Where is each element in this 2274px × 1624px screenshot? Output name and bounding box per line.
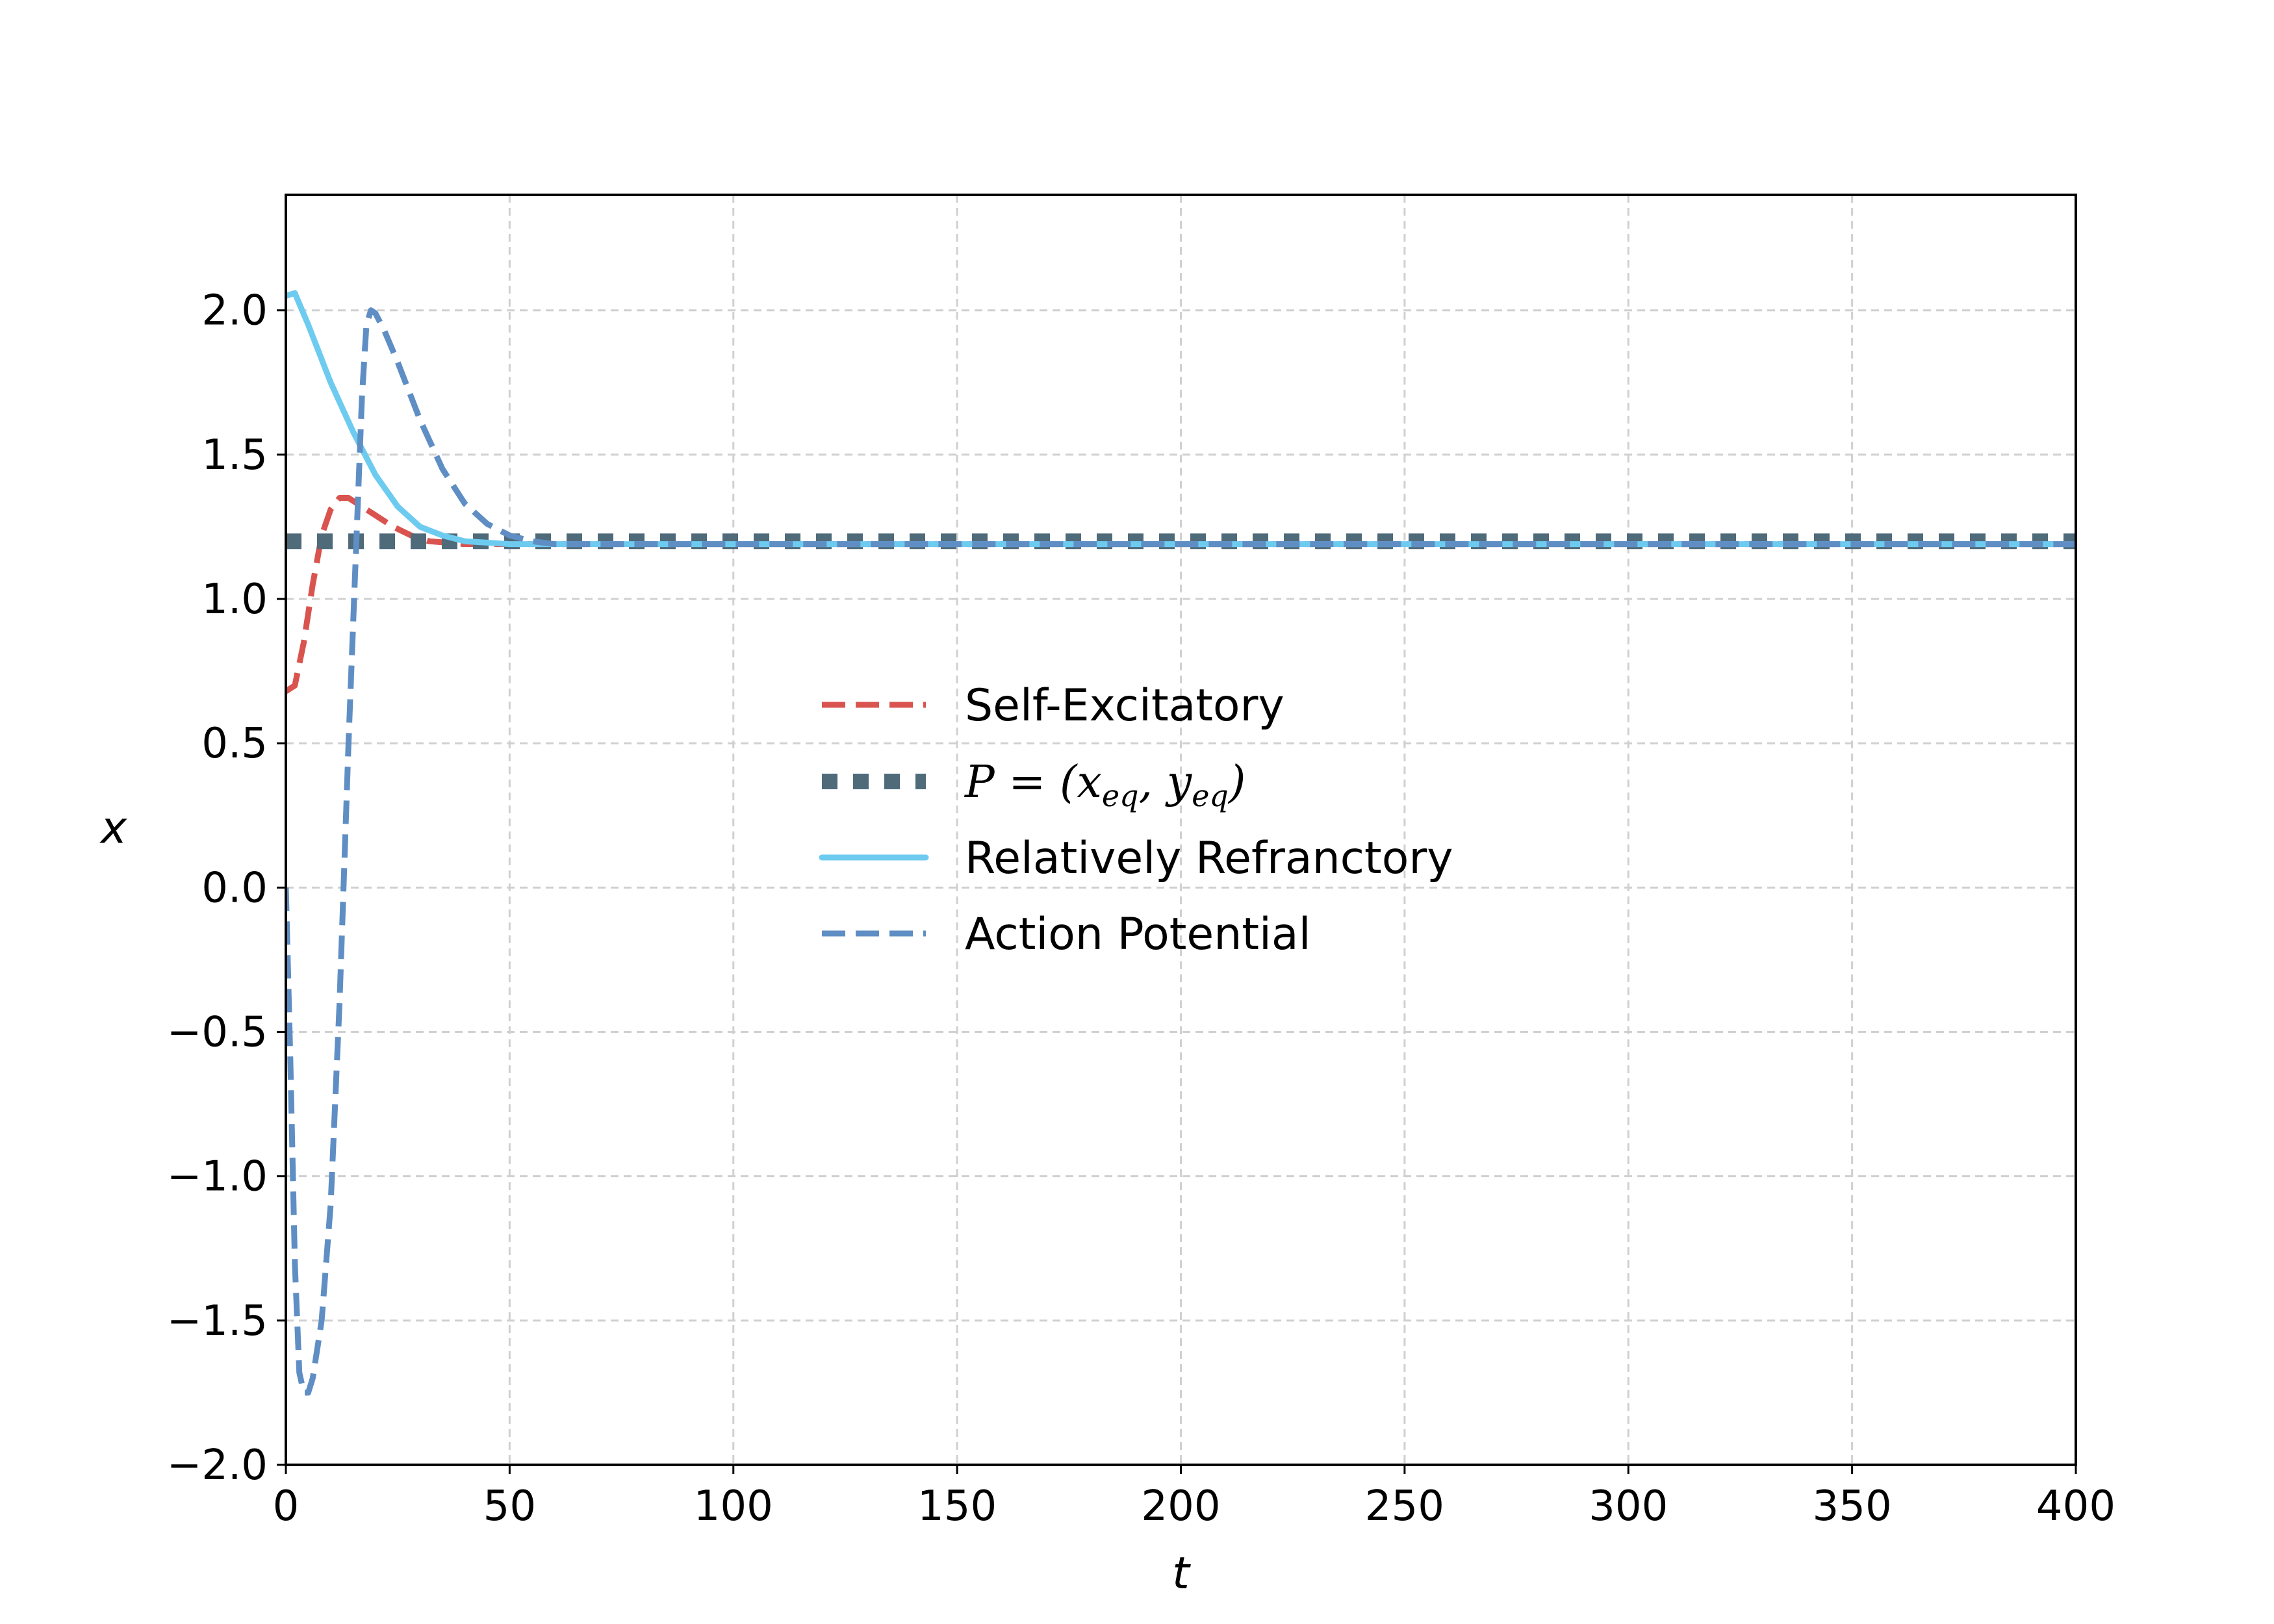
legend-label-part: P = ( [964, 757, 1078, 808]
legend-label-part: eq [1192, 778, 1229, 813]
legend-label-part: x [1077, 757, 1102, 808]
x-tick-label: 250 [1365, 1482, 1444, 1530]
x-tick-label: 350 [1813, 1482, 1892, 1530]
legend-item: P = (xeq, yeq) [822, 757, 1246, 813]
legend-item: Action Potential [822, 909, 1310, 960]
y-tick-label: 0.0 [201, 864, 268, 912]
y-tick-label: −0.5 [167, 1009, 268, 1057]
x-tick-label: 0 [273, 1482, 300, 1530]
y-tick-label: −1.5 [167, 1297, 268, 1345]
y-tick-label: 0.5 [201, 720, 268, 768]
y-tick-label: −1.0 [167, 1153, 268, 1201]
x-axis-label: t [1172, 1548, 1191, 1599]
x-tick-label: 150 [917, 1482, 997, 1530]
legend-item: Self-Excitatory [822, 680, 1284, 731]
series-line-3 [286, 307, 2076, 1396]
y-tick-label: −2.0 [167, 1441, 268, 1490]
y-tick-label: 2.0 [201, 287, 268, 335]
legend-label: Action Potential [965, 909, 1310, 960]
y-axis-label: x [99, 803, 127, 854]
legend-label-part: y [1165, 757, 1193, 808]
legend-label: Self-Excitatory [965, 680, 1284, 731]
legend-item: Relatively Refranctory [819, 833, 1453, 884]
y-tick-label: 1.5 [201, 431, 268, 479]
x-tick-label: 300 [1589, 1482, 1668, 1530]
plot-series [286, 290, 2076, 1396]
x-tick-label: 50 [483, 1482, 536, 1530]
legend-label-part: , [1139, 757, 1167, 808]
legend-label-part: ) [1227, 757, 1246, 808]
legend-label: P = (xeq, yeq) [964, 757, 1246, 813]
legend-label-part: eq [1102, 778, 1139, 813]
y-tick-label: 1.0 [201, 576, 268, 624]
x-tick-label: 200 [1141, 1482, 1220, 1530]
ticks: 0 50 100 150 200 250 300 350 400 −2.0 −1.5 −1.0 −0.5… [167, 287, 2115, 1530]
x-tick-label: 400 [2036, 1482, 2115, 1530]
legend-label: Relatively Refranctory [965, 833, 1453, 884]
x-tick-label: 100 [694, 1482, 773, 1530]
